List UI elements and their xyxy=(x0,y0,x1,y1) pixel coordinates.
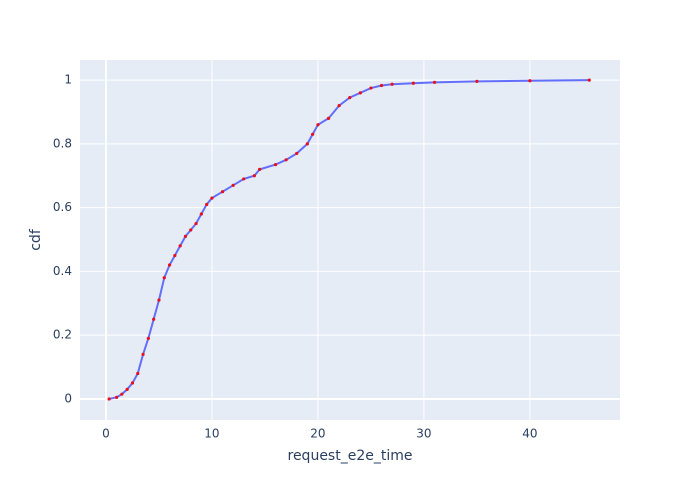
cdf-point xyxy=(337,103,341,108)
cdf-point xyxy=(305,142,309,146)
cdf-point xyxy=(390,82,394,86)
y-tick-label: 0.8 xyxy=(53,136,72,150)
cdf-point xyxy=(162,276,166,280)
y-tick-label: 0 xyxy=(64,391,72,405)
x-axis-title: request_e2e_time xyxy=(288,448,413,464)
cdf-point xyxy=(432,80,437,84)
cdf-point xyxy=(130,381,135,385)
cdf-point xyxy=(114,395,119,399)
y-tick-label: 0.2 xyxy=(53,328,72,342)
cdf-point xyxy=(167,263,172,267)
x-tick-label: 10 xyxy=(204,427,219,441)
cdf-point xyxy=(348,96,352,100)
cdf-point xyxy=(528,79,532,83)
cdf-point xyxy=(242,177,246,181)
cdf-point xyxy=(194,221,198,226)
cdf-point xyxy=(199,212,203,216)
y-tick-label: 0.6 xyxy=(53,200,72,214)
x-tick-label: 20 xyxy=(310,427,325,441)
cdf-point xyxy=(326,116,331,120)
cdf-point xyxy=(258,167,262,171)
cdf-point xyxy=(316,123,320,127)
cdf-point xyxy=(379,83,384,88)
cdf-point xyxy=(178,244,182,248)
cdf-point xyxy=(587,78,591,82)
x-tick-label: 40 xyxy=(522,427,537,441)
cdf-point xyxy=(125,387,129,391)
cdf-point xyxy=(183,234,188,238)
cdf-point xyxy=(411,81,415,85)
cdf-point xyxy=(369,86,373,90)
cdf-point xyxy=(210,196,214,200)
cdf-point xyxy=(295,151,299,156)
cdf-point xyxy=(136,371,140,376)
cdf-point xyxy=(311,132,315,136)
cdf-point xyxy=(152,317,156,321)
cdf-point xyxy=(141,352,145,356)
plot-area xyxy=(80,60,620,420)
cdf-point xyxy=(231,183,235,187)
x-tick-label: 0 xyxy=(102,427,110,441)
cdf-point xyxy=(157,298,161,302)
cdf-point xyxy=(284,158,288,162)
cdf-point xyxy=(475,79,479,83)
cdf-point xyxy=(220,190,225,194)
y-tick-label: 1 xyxy=(64,73,72,87)
x-tick-label: 30 xyxy=(416,427,431,441)
cdf-point xyxy=(120,392,124,396)
cdf-point xyxy=(273,162,278,167)
y-tick-label: 0.4 xyxy=(53,264,72,278)
cdf-point xyxy=(252,174,256,178)
cdf-point xyxy=(173,253,177,258)
y-axis-title: cdf xyxy=(28,228,44,251)
cdf-point xyxy=(205,202,209,207)
cdf-point xyxy=(146,336,150,340)
cdf-point xyxy=(107,397,111,401)
cdf-point xyxy=(189,228,193,232)
cdf-point xyxy=(358,91,362,95)
